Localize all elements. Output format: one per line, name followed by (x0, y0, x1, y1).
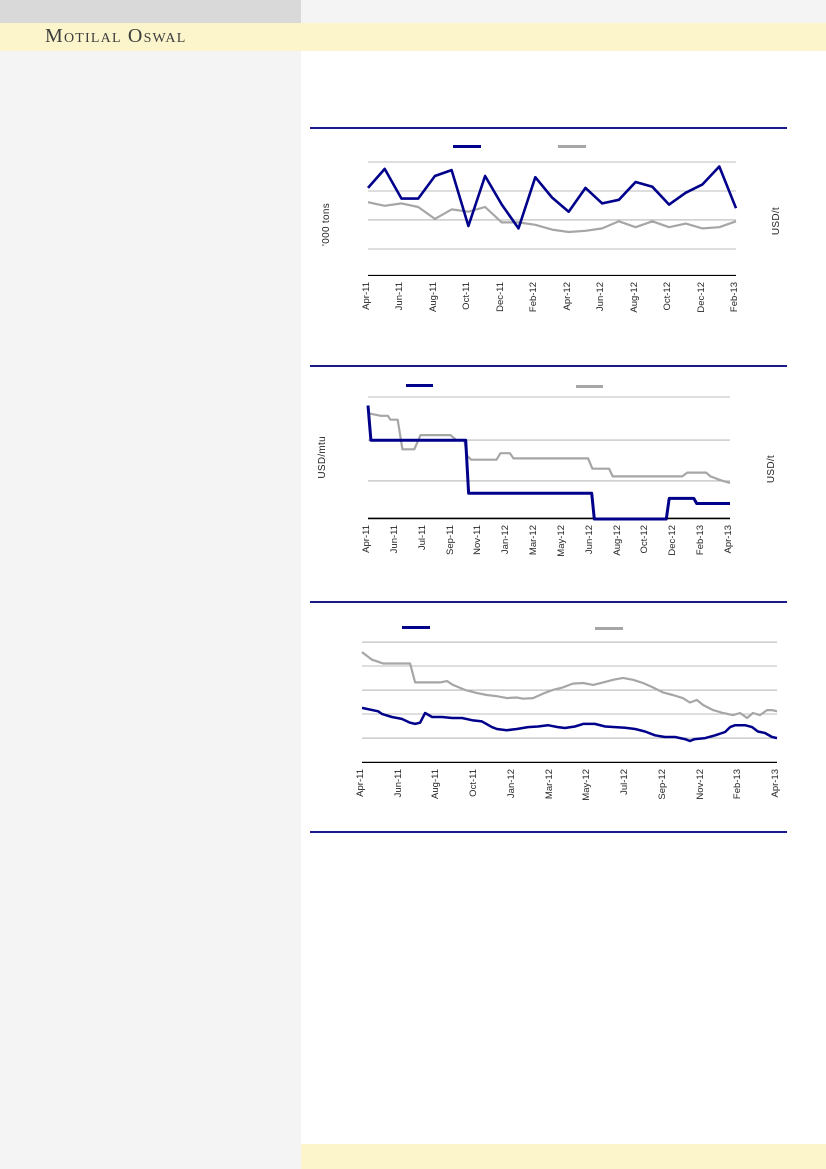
chart1-x-tick-label: Dec-12 (695, 282, 707, 313)
chart3-navy-series (361, 706, 778, 743)
chart1-top-rule (310, 127, 787, 129)
top-right-light-strip (301, 0, 826, 23)
chart3-x-tick-label: Apr-11 (355, 769, 366, 797)
footer-band (301, 1144, 826, 1169)
chart3-x-tick-label: Jun-11 (392, 769, 404, 798)
chart1-x-tick-label: Dec-11 (494, 282, 506, 312)
chart3-x-tick-label: Jul-12 (619, 769, 631, 795)
chart2-x-tick-label: Jul-11 (416, 525, 428, 551)
chart1-y-axis-label-left: '000 tons (321, 203, 332, 246)
chart1-x-tick-label: Jun-12 (595, 282, 607, 312)
chart2-x-tick-label: Apr-11 (361, 525, 372, 553)
chart1-x-tick-label: Oct-11 (461, 282, 473, 310)
chart3-gray-series (361, 651, 778, 720)
chart3-x-tick-label: May-12 (581, 769, 593, 801)
chart2-x-tick-label: Mar-12 (528, 525, 540, 556)
chart1-x-tick-label: Feb-12 (528, 282, 540, 313)
brand-logo: Motilal Oswal (45, 25, 187, 47)
chart3-top-rule (310, 601, 787, 603)
chart1-legend-navy-dash (453, 145, 481, 148)
chart1-x-tick-label: Aug-12 (628, 282, 640, 313)
chart1-y-axis-label-right: USD/t (771, 207, 782, 236)
chart1-gray-series (367, 201, 737, 234)
chart1-x-tick-label: Jun-11 (394, 282, 406, 311)
chart2-y-axis-label-right: USD/t (766, 455, 777, 484)
chart2-legend-navy-dash (406, 384, 433, 387)
chart3-x-tick-label: Sep-12 (656, 769, 668, 800)
chart3-x-tick-label: Apr-13 (770, 769, 781, 798)
chart3-x-tick-label: Aug-11 (430, 769, 442, 799)
chart1-x-tick-label: Apr-11 (361, 282, 372, 310)
chart2-legend-gray-dash (576, 385, 603, 388)
chart3-x-tick-label: Feb-13 (732, 769, 744, 800)
chart2-x-tick-label: Sep-11 (444, 525, 456, 555)
chart2-x-tick-label: Feb-13 (695, 525, 707, 556)
chart2-x-tick-label: Jun-11 (388, 525, 400, 554)
chart2-navy-series (366, 405, 730, 521)
chart2-y-axis-label-left: USD/mtu (317, 436, 328, 479)
chart3-legend-gray-dash (595, 627, 623, 630)
top-left-gray-bar (0, 0, 301, 23)
chart3-legend-navy-dash (402, 626, 430, 629)
chart2-gray-series (367, 412, 731, 484)
chart1-x-tick-label: Oct-12 (662, 282, 674, 311)
chart2-x-tick-label: May-12 (555, 525, 567, 557)
chart3-bottom-rule (310, 831, 787, 833)
chart2-x-tick-label: Jan-12 (500, 525, 512, 555)
chart3-x-tick-label: Jan-12 (505, 769, 517, 799)
chart2-x-tick-label: Apr-13 (723, 525, 734, 554)
left-margin-panel (0, 51, 301, 1169)
chart2-top-rule (310, 365, 787, 367)
chart2-x-tick-label: Aug-12 (611, 525, 623, 556)
chart1-x-tick-label: Feb-13 (729, 282, 740, 313)
chart2-x-tick-label: Nov-11 (472, 525, 484, 555)
chart1-navy-series (367, 165, 738, 230)
chart1-plot-area (367, 161, 738, 276)
chart1-legend-gray-dash (558, 145, 586, 148)
chart1-x-tick-label: Apr-12 (561, 282, 573, 311)
chart3-x-tick-label: Mar-12 (543, 769, 555, 800)
chart3-plot-area (361, 641, 778, 764)
chart3-x-tick-label: Oct-11 (468, 769, 480, 797)
chart1-x-tick-label: Aug-11 (427, 282, 439, 312)
chart2-x-tick-label: Oct-12 (639, 525, 651, 554)
brand-band: Motilal Oswal (0, 23, 826, 51)
chart3-x-tick-label: Nov-12 (694, 769, 706, 800)
chart2-x-tick-label: Jun-12 (583, 525, 595, 555)
chart2-plot-area (366, 396, 731, 521)
chart2-x-tick-label: Dec-12 (667, 525, 679, 556)
